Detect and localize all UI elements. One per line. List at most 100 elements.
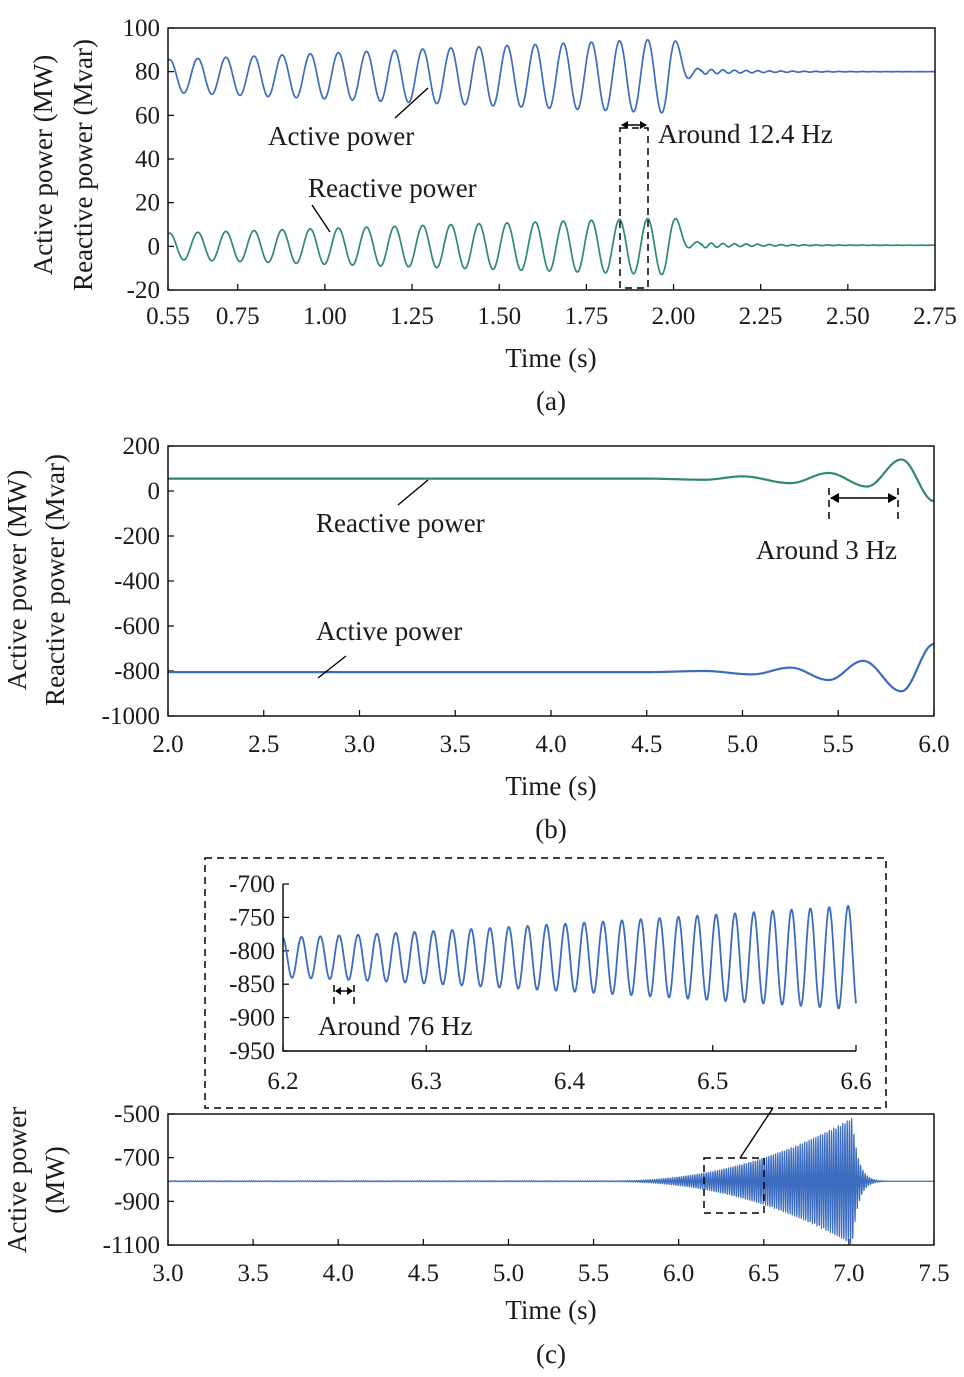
panel-c-x-tick-label: 6.0 — [663, 1260, 694, 1287]
inset-x-tick-label: 6.3 — [411, 1068, 442, 1095]
panel-c-zoom-leader — [739, 1107, 774, 1159]
panel-b: Active power (MW) Reactive power (Mvar) … — [2, 433, 950, 844]
inset-y-tick-label: -950 — [229, 1038, 275, 1065]
panel-b-series-line-reactive — [168, 458, 935, 503]
panel-b-x-tick-label: 2.0 — [152, 731, 183, 758]
inset-series — [282, 905, 857, 1010]
panel-a-x-tick-label: 1.50 — [477, 303, 521, 330]
panel-a-x-tick-label: 2.25 — [739, 303, 783, 330]
panel-b-x-tick-label: 4.0 — [535, 731, 566, 758]
panel-b-x-tick-label: 2.5 — [248, 731, 279, 758]
panel-b-leader-reactive — [397, 479, 429, 506]
inset-x-ticks: 6.2 6.3 6.4 6.5 6.6 — [267, 1045, 872, 1095]
panel-c-y-tick-label: -1100 — [103, 1232, 160, 1259]
inset-x-tick-label: 6.5 — [697, 1068, 728, 1095]
panel-a-y-tick-label: 60 — [135, 102, 160, 129]
panel-a-x-tick-label: 2.75 — [913, 303, 957, 330]
panel-c-x-tick-label: 7.0 — [833, 1260, 864, 1287]
panel-c-x-tick-label: 7.5 — [918, 1260, 949, 1287]
panel-b-x-tick-label: 3.5 — [440, 731, 471, 758]
panel-a-y-ticks: 100 80 60 40 20 0 -20 — [123, 15, 174, 304]
panel-b-label-frequency: Around 3 Hz — [756, 535, 897, 565]
panel-a-y-tick-label: 80 — [135, 59, 160, 86]
panel-a-series-line-active — [167, 38, 936, 114]
panel-b-xlabel: Time (s) — [505, 771, 596, 801]
panel-a-x-tick-label: 2.00 — [652, 303, 696, 330]
panel-c-series-line-active — [167, 1117, 935, 1245]
panel-c-caption: (c) — [536, 1339, 566, 1369]
panel-c-xlabel: Time (s) — [505, 1295, 596, 1325]
panel-a-period-arrowheads — [621, 121, 647, 129]
panel-b-y-tick-label: -800 — [114, 658, 160, 685]
inset-y-ticks: -700 -750 -800 -850 -900 -950 — [229, 871, 289, 1065]
panel-b-leader-active — [317, 655, 347, 679]
panel-a-y-tick-label: 40 — [135, 146, 160, 173]
panel-a-x-tick-label: 1.00 — [303, 303, 347, 330]
inset-dashed-frame — [204, 857, 887, 1109]
panel-c-ylabel-1: Active power — [2, 1107, 32, 1253]
panel-a-label-active-power: Active power — [268, 121, 414, 151]
panel-b-x-ticks: 2.0 2.5 3.0 3.5 4.0 4.5 5.0 5.5 6.0 — [152, 710, 950, 758]
panel-a-leader-active — [394, 87, 429, 119]
panel-c-zoom-region — [703, 1157, 765, 1214]
panel-a-ylabel-1: Active power (MW) — [28, 55, 58, 275]
panel-a-x-tick-label: 1.25 — [390, 303, 434, 330]
panel-c-x-tick-label: 4.0 — [323, 1260, 354, 1287]
inset-y-tick-label: -800 — [229, 938, 275, 965]
panel-b-x-tick-label: 5.0 — [727, 731, 758, 758]
panel-a-label-frequency: Around 12.4 Hz — [658, 119, 833, 149]
panel-b-y-tick-label: 0 — [148, 478, 161, 505]
panel-c-plot-frame — [167, 1113, 935, 1246]
panel-c-series — [167, 1117, 935, 1245]
panel-b-caption: (b) — [535, 814, 566, 844]
panel-b-plot-frame — [167, 445, 935, 717]
panel-b-y-tick-label: -1000 — [102, 703, 160, 730]
panel-a-x-tick-label: 0.55 — [146, 303, 190, 330]
panel-a-y-tick-label: -20 — [127, 277, 160, 304]
panel-a-leader-reactive — [311, 204, 331, 233]
panel-c-x-tick-label: 3.0 — [152, 1260, 183, 1287]
panel-a-x-ticks: 0.55 0.75 1.00 1.25 1.50 1.75 2.00 2.25 2.50 2.75 — [146, 284, 957, 330]
panel-c-x-tick-label: 4.5 — [408, 1260, 439, 1287]
panel-b-y-tick-label: -200 — [114, 523, 160, 550]
panel-b-ylabel-2: Reactive power (Mvar) — [40, 454, 70, 706]
panel-b-series-line-active — [168, 642, 935, 693]
panel-b-ylabel-1: Active power (MW) — [2, 470, 32, 690]
inset-x-tick-label: 6.4 — [554, 1068, 586, 1095]
panel-b-x-tick-label: 5.5 — [823, 731, 854, 758]
panel-b-y-tick-label: 200 — [123, 433, 161, 460]
panel-b-y-tick-label: -600 — [114, 613, 160, 640]
panel-b-y-tick-label: -400 — [114, 568, 160, 595]
panel-a: Active power (MW) Reactive power (Mvar) … — [28, 15, 957, 416]
panel-c-y-tick-label: -700 — [114, 1145, 160, 1172]
panel-a-xlabel: Time (s) — [505, 343, 596, 373]
inset-y-tick-label: -900 — [229, 1005, 275, 1032]
panel-c-x-tick-label: 3.5 — [237, 1260, 268, 1287]
panel-a-period-marker — [619, 127, 649, 289]
panel-a-x-tick-label: 2.50 — [826, 303, 870, 330]
panel-b-x-tick-label: 3.0 — [344, 731, 375, 758]
inset-series-line-active — [282, 905, 857, 1010]
panel-a-caption: (a) — [536, 386, 566, 416]
panel-c-x-tick-label: 5.5 — [578, 1260, 609, 1287]
panel-a-x-tick-label: 1.75 — [564, 303, 608, 330]
panel-a-x-tick-label: 0.75 — [216, 303, 260, 330]
inset-y-tick-label: -750 — [229, 904, 275, 931]
inset-y-tick-label: -700 — [229, 871, 275, 898]
panel-a-plot-frame — [167, 27, 936, 291]
inset-x-tick-label: 6.2 — [267, 1068, 298, 1095]
inset-x-tick-label: 6.6 — [840, 1068, 871, 1095]
panel-c-x-tick-label: 6.5 — [748, 1260, 779, 1287]
panel-b-label-reactive-power: Reactive power — [316, 508, 485, 538]
panel-a-y-tick-label: 100 — [123, 15, 161, 42]
panel-b-x-tick-label: 6.0 — [918, 731, 949, 758]
panel-c-x-tick-label: 5.0 — [493, 1260, 524, 1287]
panel-a-ylabel-2: Reactive power (Mvar) — [68, 39, 98, 291]
panel-b-label-active-power: Active power — [316, 616, 462, 646]
panel-b-series — [168, 458, 935, 693]
panel-c-ylabel-2: (MW) — [40, 1146, 70, 1213]
inset-y-tick-label: -850 — [229, 971, 275, 998]
panel-c-y-tick-label: -500 — [114, 1101, 160, 1128]
panel-b-y-ticks: 200 0 -200 -400 -600 -800 -1000 — [102, 433, 174, 730]
